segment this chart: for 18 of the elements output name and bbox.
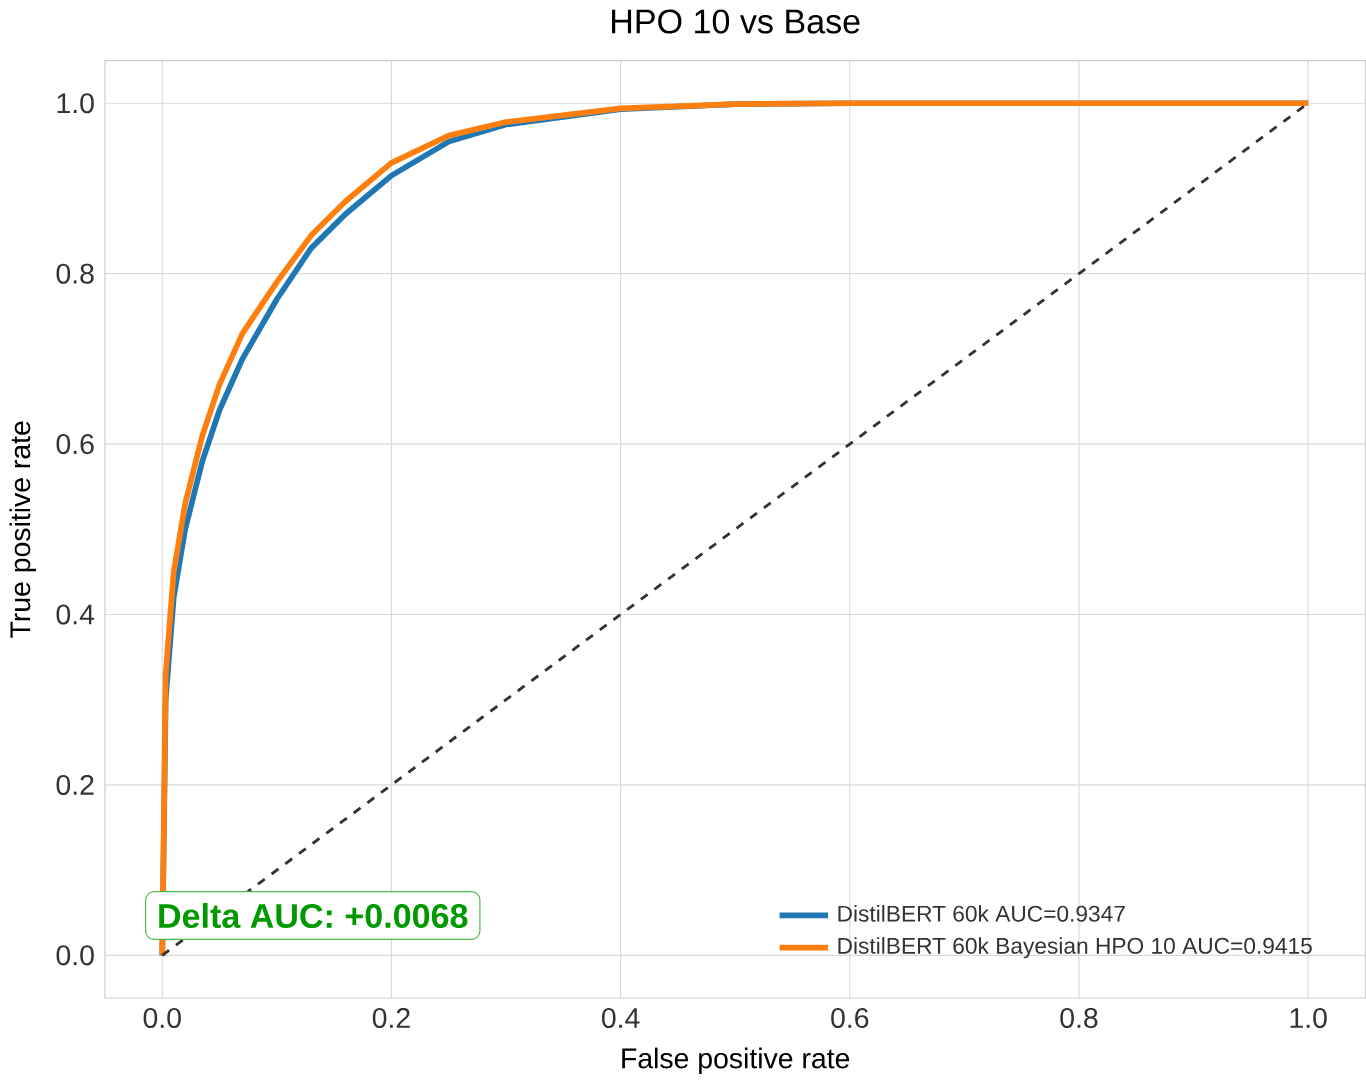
y-tick-label: 0.2 <box>56 775 94 796</box>
x-tick-label: 0.4 <box>601 1008 640 1029</box>
y-tick-label: 1.0 <box>57 93 94 114</box>
x-tick-label: 1.0 <box>1290 1008 1327 1029</box>
annotation: Delta AUC: +0.0068 <box>159 903 468 929</box>
y-axis-title: True positive rate <box>9 421 36 639</box>
x-axis-title: False positive rate <box>622 1047 850 1075</box>
y-tick-label: 0.6 <box>56 434 94 455</box>
x-tick-label: 0.2 <box>372 1008 410 1029</box>
y-tick-label: 0.0 <box>56 945 94 966</box>
chart-title: HPO 10 vs Base <box>612 9 860 34</box>
x-tick-label: 0.0 <box>143 1008 181 1029</box>
x-tick-label: 0.6 <box>831 1008 869 1029</box>
legend-label: DistilBERT 60k AUC=0.9347 <box>838 905 1125 923</box>
x-tick-label: 0.8 <box>1060 1008 1098 1029</box>
y-tick-label: 0.8 <box>56 263 94 284</box>
legend-label: DistilBERT 60k Bayesian HPO 10 AUC=0.9415 <box>838 937 1312 959</box>
y-tick-label: 0.4 <box>56 604 95 625</box>
